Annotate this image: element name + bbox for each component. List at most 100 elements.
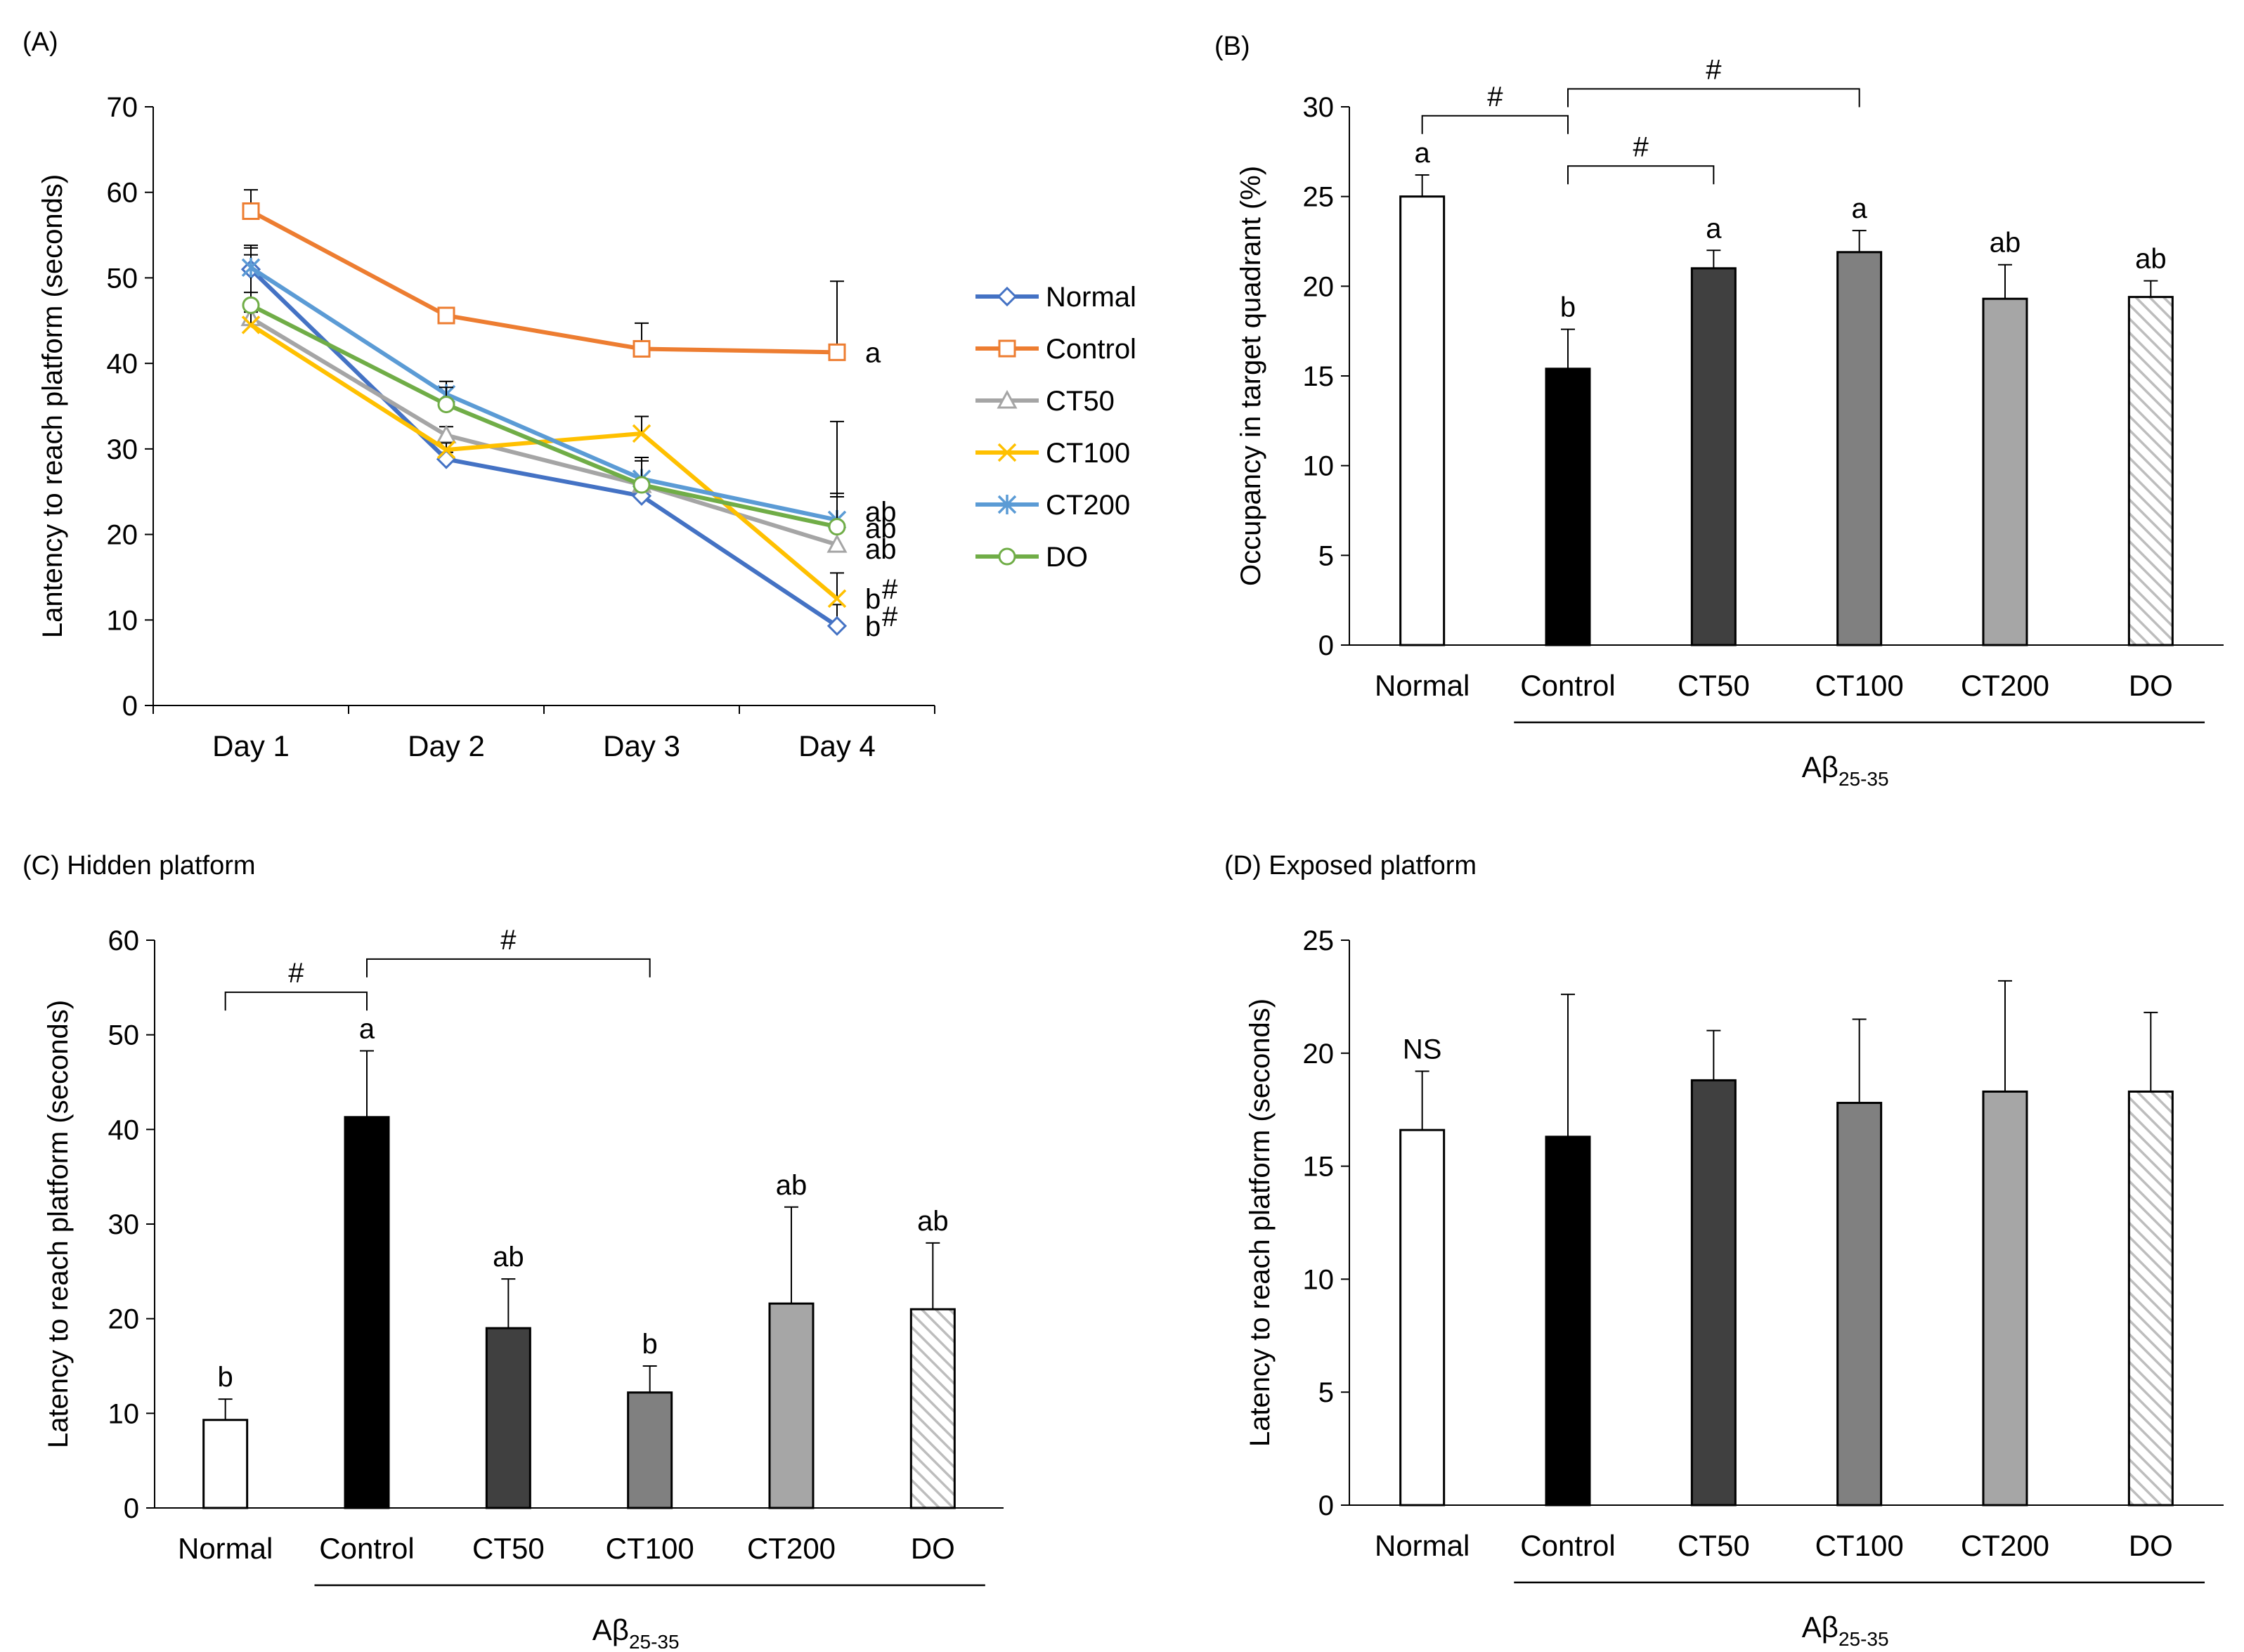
series-control — [242, 189, 846, 361]
significance-bracket — [1567, 88, 1860, 108]
y-tick-label: 40 — [108, 1114, 140, 1145]
y-tick-label: 10 — [108, 1398, 140, 1429]
significance-hash: # — [1487, 82, 1503, 112]
significance-label: ab — [2135, 244, 2167, 275]
data-point-ct200 — [241, 257, 261, 278]
y-tick-label: 20 — [108, 1304, 140, 1335]
y-tick-label: 30 — [108, 1209, 140, 1240]
y-axis-title: Latency to reach platform (seconds) — [43, 1000, 74, 1448]
legend-item-ct100: CT100 — [975, 438, 1130, 469]
x-tick-label: Day 2 — [408, 729, 485, 762]
y-tick-label: 5 — [1318, 540, 1334, 571]
end-significance-superscript: # — [882, 574, 898, 605]
legend-label: DO — [1046, 542, 1088, 573]
legend: Normal Control CT50 CT100 CT200 DO — [975, 282, 1136, 573]
y-tick-label: 50 — [107, 263, 138, 294]
end-significance-superscript: # — [882, 601, 898, 632]
legend-label: CT100 — [1046, 438, 1130, 469]
data-point-control — [633, 339, 651, 358]
y-tick-label: 0 — [1318, 630, 1334, 661]
bar-ct50 — [1690, 267, 1737, 646]
data-point-ct100 — [827, 589, 847, 609]
data-point-do — [828, 518, 846, 536]
y-tick-label: 10 — [1303, 1264, 1335, 1295]
significance-bracket — [224, 991, 368, 1011]
y-tick-label: 15 — [1303, 361, 1335, 392]
panel-label: (D) Exposed platform — [1224, 851, 1477, 880]
y-tick-label: 30 — [107, 434, 138, 465]
bar-ct100 — [1836, 1102, 1883, 1507]
legend-swatch-marker — [998, 547, 1016, 566]
y-tick-label: 20 — [1303, 271, 1335, 302]
panel-a-line-chart: (A) 0 10 20 30 40 50 60 70 Lantency to reach plat… — [22, 27, 1136, 762]
x-tick-label: Normal — [1375, 669, 1470, 702]
legend-swatch-marker — [998, 339, 1016, 358]
bar-ct200 — [768, 1302, 815, 1509]
data-point-ct50 — [436, 424, 457, 443]
end-significance-label: b — [865, 611, 881, 642]
group-label: Aβ25-35 — [1802, 1611, 1889, 1648]
group-label: Aβ25-35 — [1802, 750, 1889, 790]
bar-control — [344, 1116, 390, 1509]
legend-label: Control — [1046, 334, 1136, 365]
significance-hash: # — [288, 958, 304, 989]
y-tick-label: 20 — [1303, 1039, 1335, 1069]
y-tick-label: 60 — [107, 178, 138, 209]
end-significance-label: b — [865, 584, 881, 615]
legend-label: CT50 — [1046, 386, 1115, 417]
legend-swatch-marker — [997, 443, 1017, 462]
legend-item-ct50: CT50 — [975, 386, 1115, 417]
y-tick-label: 0 — [124, 1493, 139, 1524]
x-tick-label: CT200 — [747, 1532, 836, 1565]
data-point-control — [828, 343, 846, 361]
y-tick-label: 20 — [107, 520, 138, 551]
significance-label: a — [1706, 213, 1722, 244]
data-point-do — [437, 396, 455, 414]
y-tick-label: 0 — [122, 691, 138, 722]
series-ct100 — [241, 311, 847, 609]
series-line-control — [249, 209, 838, 355]
panel-b-bar-chart: (B) 0 5 10 15 20 25 30 Occupancy in target quadr… — [1214, 32, 2224, 790]
y-tick-label: 25 — [1303, 182, 1335, 213]
bar-ct100 — [627, 1391, 673, 1509]
y-tick-label: 60 — [108, 925, 140, 956]
y-axis-title: Occupancy in target quadrant (%) — [1236, 166, 1266, 586]
panel-label: (A) — [22, 27, 58, 57]
x-tick-label: CT100 — [1815, 1529, 1904, 1562]
data-point-ct100 — [632, 424, 651, 443]
group-label-subscript: 25-35 — [1838, 768, 1889, 790]
significance-label: ab — [493, 1242, 524, 1273]
series-line-ct100 — [249, 323, 838, 601]
y-tick-label: 40 — [107, 349, 138, 379]
significance-label: b — [642, 1329, 658, 1360]
y-tick-label: 70 — [107, 92, 138, 123]
y-tick-label: 10 — [1303, 451, 1335, 482]
group-label-main: Aβ — [1802, 1611, 1838, 1644]
data-point-do — [633, 476, 651, 494]
end-significance-label: ab — [865, 514, 897, 545]
bar-do — [2127, 1090, 2174, 1507]
y-axis-title: Latency to reach platform (seconds) — [1245, 999, 1276, 1447]
y-tick-label: 30 — [1303, 92, 1335, 123]
bar-control — [1545, 1136, 1591, 1507]
significance-bracket — [1421, 115, 1569, 134]
data-point-control — [242, 202, 260, 220]
end-significance-label: ab — [865, 497, 897, 528]
series-ct50 — [240, 245, 848, 553]
x-tick-label: CT200 — [1961, 669, 2049, 702]
data-point-do — [242, 296, 260, 314]
x-tick-label: Normal — [1375, 1529, 1470, 1562]
bar-normal — [1399, 195, 1446, 646]
significance-label: b — [1560, 292, 1576, 323]
x-tick-label: Day 3 — [603, 729, 680, 762]
significance-hash: # — [1633, 131, 1649, 162]
data-point-normal — [826, 616, 848, 636]
significance-label: NS — [1403, 1034, 1442, 1065]
end-significance-label: a — [865, 337, 881, 368]
x-tick-label: DO — [2129, 669, 2173, 702]
data-point-ct100 — [241, 316, 261, 334]
bar-normal — [1399, 1129, 1446, 1507]
x-tick-label: Control — [1520, 669, 1615, 702]
group-label-main: Aβ — [592, 1613, 629, 1646]
y-tick-label: 25 — [1303, 925, 1335, 956]
